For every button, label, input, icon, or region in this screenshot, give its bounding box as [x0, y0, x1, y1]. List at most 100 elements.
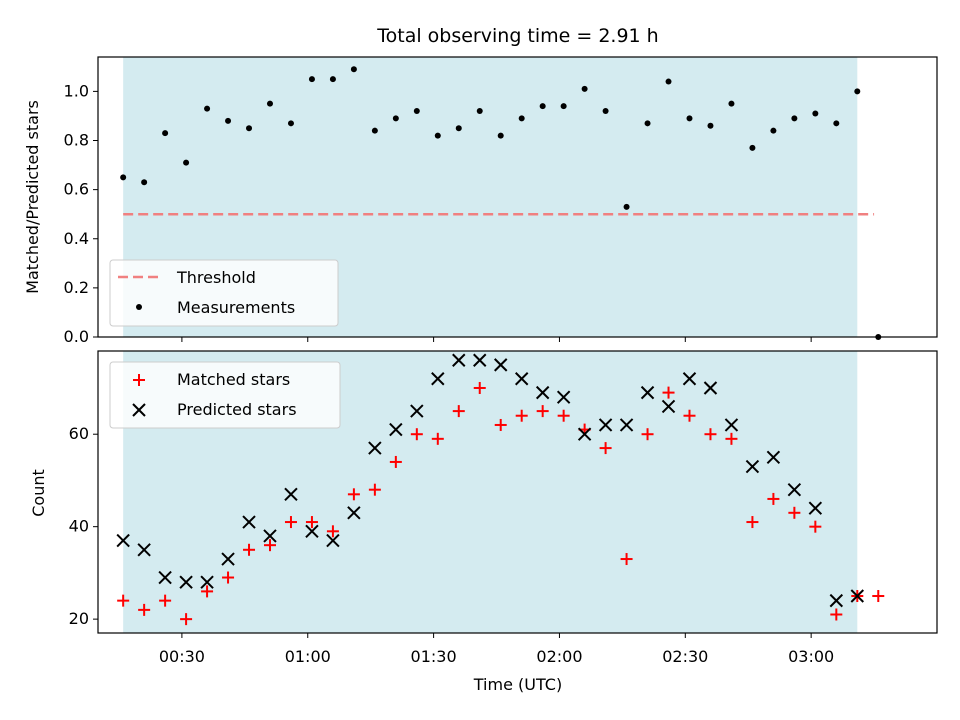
measurement-point	[266, 100, 273, 107]
predicted-star-point	[535, 385, 550, 400]
predicted-star-point	[284, 487, 298, 502]
y-tick-label: 1.0	[64, 81, 89, 100]
predicted-star-point	[347, 506, 361, 520]
matched-star-point	[368, 483, 381, 496]
predicted-star-point	[787, 482, 802, 497]
measurement-point	[854, 88, 861, 95]
y-tick-label: 0.6	[64, 180, 89, 199]
y-tick-label: 60	[69, 424, 89, 443]
measurement-point	[392, 115, 399, 122]
bottom-legend: Matched stars Predicted stars	[109, 361, 341, 429]
measurement-point	[644, 120, 651, 127]
x-tick-label: 02:30	[662, 647, 708, 666]
measurement-point	[812, 110, 819, 117]
measurement-point	[371, 127, 378, 134]
predicted-star-point	[619, 418, 634, 432]
y-tick-label: 20	[69, 609, 89, 628]
measurement-point	[707, 122, 714, 129]
measurement-point	[120, 174, 127, 181]
measurement-point	[141, 179, 148, 186]
x-tick-label: 03:00	[788, 647, 834, 666]
measurement-point	[225, 117, 232, 124]
predicted-star-point	[137, 543, 151, 557]
measurement-point	[287, 120, 294, 127]
predicted-star-point	[808, 501, 823, 515]
legend-predicted-label: Predicted stars	[177, 400, 297, 419]
matched-star-point	[473, 381, 486, 394]
measurement-point	[770, 127, 777, 134]
predicted-star-point	[263, 529, 277, 543]
matched-star-point	[305, 516, 318, 529]
predicted-star-point	[724, 418, 739, 432]
y-tick-label: 0.0	[64, 327, 89, 346]
measurement-point	[623, 203, 630, 210]
matched-star-point	[704, 428, 717, 441]
matched-star-point	[872, 590, 885, 603]
predicted-star-point	[514, 372, 529, 386]
measurement-point	[728, 100, 735, 107]
measurement-point	[204, 105, 211, 112]
matched-star-point	[830, 608, 843, 621]
legend-measurements-swatch	[136, 304, 142, 310]
predicted-star-point	[431, 372, 445, 386]
matched-star-point	[683, 409, 696, 422]
predicted-star-point	[221, 552, 235, 566]
matched-star-point	[326, 525, 339, 538]
legend-matched-label: Matched stars	[177, 370, 290, 389]
matched-star-point	[347, 488, 360, 501]
matched-star-point	[201, 585, 214, 598]
legend-predicted-swatch	[132, 403, 146, 417]
matched-star-point	[494, 418, 507, 431]
matched-star-point	[620, 553, 633, 566]
predicted-star-point	[745, 459, 760, 474]
matched-star-point	[452, 405, 465, 418]
matched-star-point	[809, 520, 822, 533]
matched-star-point	[180, 613, 193, 626]
matched-star-point	[389, 455, 402, 468]
predicted-star-point	[640, 385, 655, 400]
measurement-point	[183, 159, 190, 166]
matched-star-point	[557, 409, 570, 422]
matched-star-point	[599, 442, 612, 455]
measurement-point	[497, 132, 504, 139]
predicted-star-point	[598, 418, 613, 432]
predicted-star-point	[452, 353, 466, 367]
top-legend: Threshold Measurements	[109, 259, 339, 327]
measurement-point	[476, 108, 483, 115]
matched-star-point	[536, 405, 549, 418]
panel-frame	[97, 350, 938, 634]
bottom-y-axis-label: Count	[29, 469, 48, 517]
measurement-point	[329, 76, 336, 83]
matched-star-point	[284, 516, 297, 529]
matched-star-point	[138, 603, 151, 616]
measurement-point	[455, 125, 462, 132]
matched-star-point	[410, 428, 423, 441]
legend-threshold-label: Threshold	[176, 268, 256, 287]
predicted-star-point	[179, 575, 193, 589]
predicted-star-point	[556, 390, 571, 404]
predicted-star-point	[158, 570, 172, 585]
predicted-star-point	[829, 593, 844, 608]
measurement-point	[560, 103, 567, 110]
y-tick-label: 0.8	[64, 131, 89, 150]
predicted-star-point	[766, 450, 781, 465]
predicted-star-point	[116, 533, 130, 548]
x-tick-label: 00:30	[159, 647, 205, 666]
matched-star-point	[725, 432, 738, 445]
measurement-point	[539, 103, 546, 110]
matched-star-point	[788, 506, 801, 519]
y-tick-label: 0.2	[64, 278, 89, 297]
measurement-point	[686, 115, 693, 122]
measurement-point	[518, 115, 525, 122]
matched-star-point	[117, 594, 130, 607]
measurement-point	[350, 66, 357, 73]
x-tick-label: 01:00	[285, 647, 331, 666]
measurement-point	[413, 108, 420, 115]
legend-box	[109, 361, 341, 429]
x-axis-ticks: 00:30 01:00 01:30 02:00 02:30 03:00	[159, 647, 834, 666]
top-y-axis-label: Matched/Predicted stars	[23, 100, 42, 294]
matched-star-point	[222, 571, 235, 584]
measurement-point	[602, 108, 609, 115]
measurement-point	[162, 130, 169, 137]
predicted-star-point	[389, 422, 403, 437]
